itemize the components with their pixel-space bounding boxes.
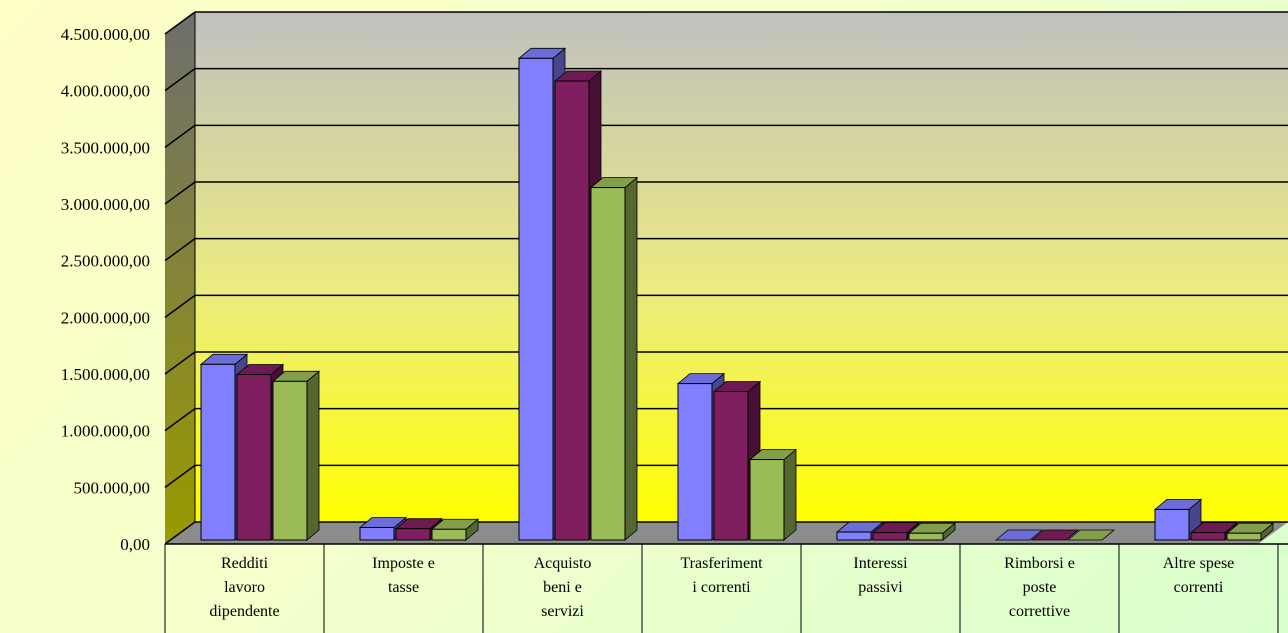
x-category-label: Trasferiment i correnti bbox=[680, 555, 763, 596]
bar-side bbox=[306, 370, 320, 541]
side-wall bbox=[165, 12, 195, 544]
wall-edge bbox=[164, 11, 196, 35]
y-tick-label: 4.000.000,00 bbox=[61, 82, 150, 101]
bar bbox=[749, 459, 785, 541]
gridline-side bbox=[164, 68, 196, 92]
y-tick-label: 2.000.000,00 bbox=[61, 308, 150, 327]
x-category-label: Rimborsi e poste correttive bbox=[1004, 555, 1075, 620]
x-category-label: Imposte e tasse bbox=[372, 555, 435, 596]
bar-top bbox=[1030, 529, 1080, 541]
bar bbox=[713, 391, 749, 541]
y-tick-label: 3.500.000,00 bbox=[61, 138, 150, 157]
y-tick-label: 1.000.000,00 bbox=[61, 422, 150, 441]
plot-area: 0,00 500.000,00 1.000.000,00 1.500.000,00 2.… bbox=[61, 11, 1288, 633]
y-tick-label: 2.500.000,00 bbox=[61, 252, 150, 271]
gridline-side bbox=[164, 408, 196, 432]
bar bbox=[1226, 532, 1262, 541]
x-category-label: Altre spese correnti bbox=[1163, 555, 1235, 596]
bar-side bbox=[783, 448, 797, 541]
bar bbox=[836, 531, 872, 541]
y-tick-label: 4.500.000,00 bbox=[61, 25, 150, 44]
y-tick-label: 1.500.000,00 bbox=[61, 365, 150, 384]
bar bbox=[200, 363, 236, 541]
x-category-label: Acquisto beni e servizi bbox=[534, 555, 592, 620]
bar bbox=[395, 528, 431, 541]
bar-top bbox=[994, 529, 1044, 541]
gridline-side bbox=[164, 464, 196, 488]
bar bbox=[677, 383, 713, 541]
gridline-side bbox=[164, 181, 196, 205]
bar bbox=[518, 57, 554, 541]
gridline-side bbox=[164, 521, 196, 545]
bar bbox=[1154, 508, 1190, 541]
gridline-side bbox=[164, 124, 196, 148]
bar bbox=[590, 187, 626, 541]
bar bbox=[908, 532, 944, 541]
y-tick-label: 0,00 bbox=[120, 535, 150, 554]
bar bbox=[554, 80, 590, 541]
x-category-label: Interessi passivi bbox=[853, 555, 908, 596]
gridline-side bbox=[164, 351, 196, 375]
gridline-side bbox=[164, 294, 196, 318]
y-tick-label: 500.000,00 bbox=[74, 478, 151, 497]
bar-top bbox=[1066, 529, 1116, 541]
bar bbox=[872, 532, 908, 541]
gridline-side bbox=[164, 238, 196, 262]
bar bbox=[1190, 532, 1226, 541]
y-tick-label: 3.000.000,00 bbox=[61, 195, 150, 214]
bar bbox=[272, 380, 308, 541]
bar-side bbox=[624, 176, 638, 541]
x-category-label: Redditi lavoro dipendente bbox=[209, 555, 279, 620]
bar bbox=[431, 528, 467, 541]
bar bbox=[359, 527, 395, 541]
bar bbox=[236, 374, 272, 541]
